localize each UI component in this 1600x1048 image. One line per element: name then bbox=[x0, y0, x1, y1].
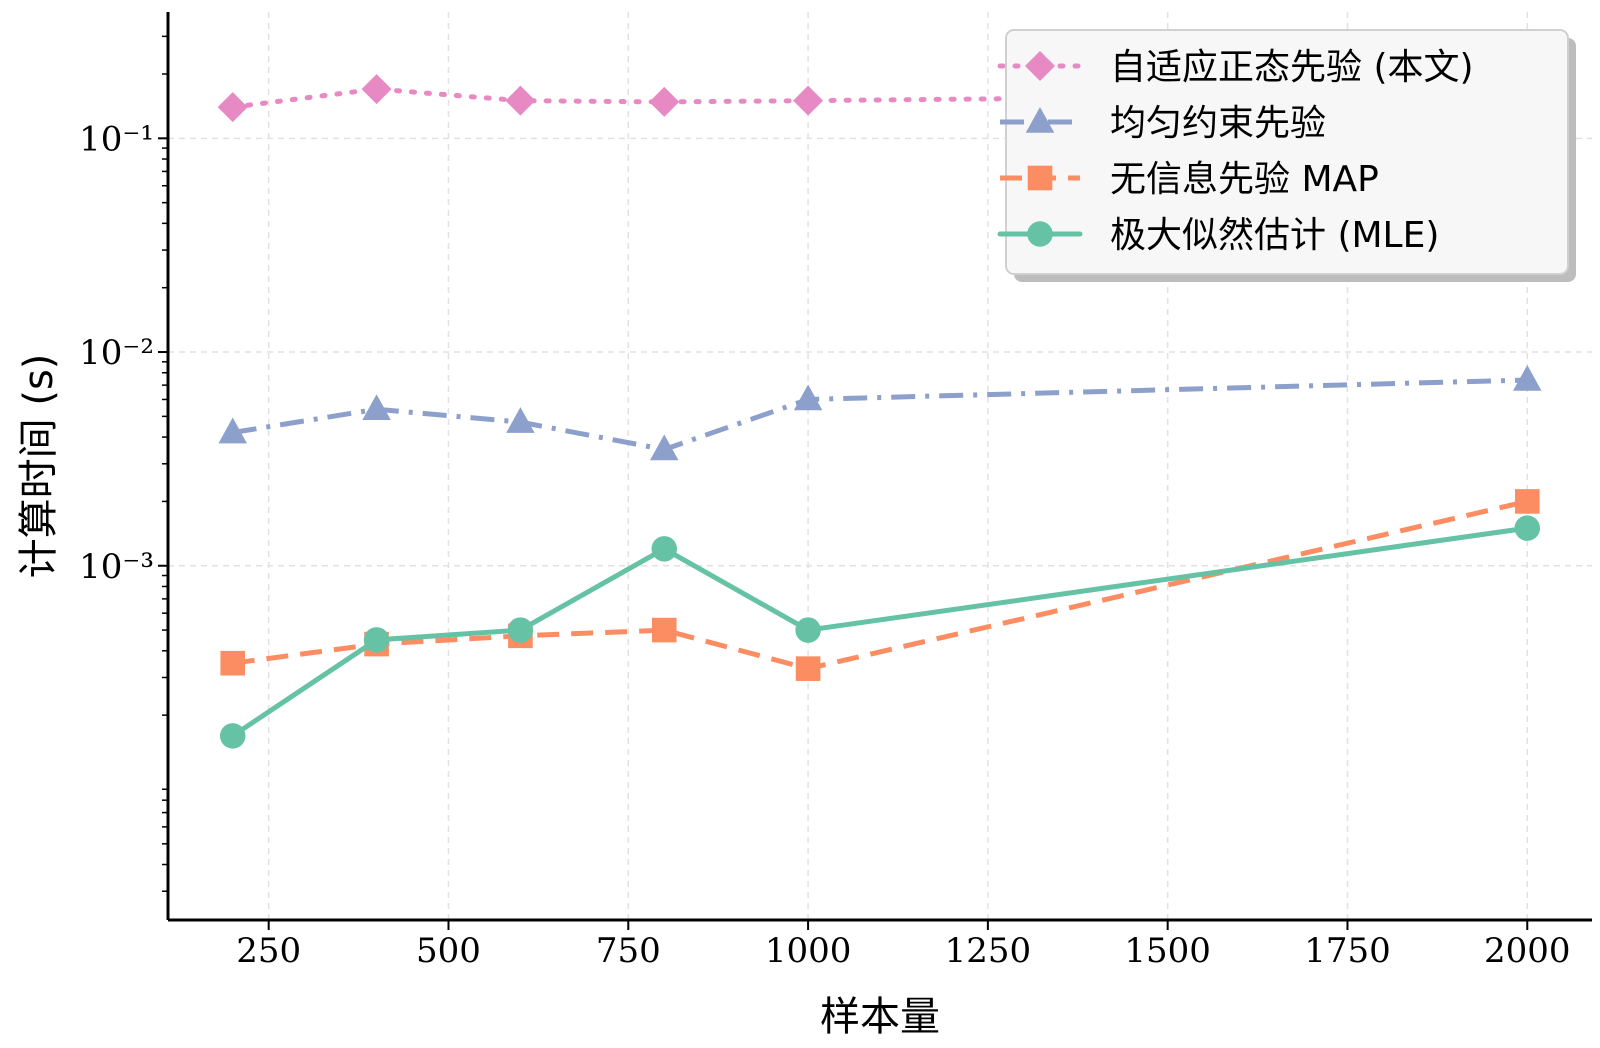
x-tick-label: 750 bbox=[596, 931, 661, 971]
data-point bbox=[362, 394, 391, 421]
data-point bbox=[651, 536, 677, 562]
data-point bbox=[1514, 515, 1541, 541]
legend-label: 极大似然估计 (MLE) bbox=[1110, 215, 1439, 256]
data-point bbox=[220, 650, 246, 676]
x-tick-label: 1000 bbox=[765, 931, 852, 971]
y-tick-label: 10⁻¹ bbox=[79, 119, 154, 159]
data-point bbox=[1513, 364, 1542, 391]
data-point bbox=[793, 85, 824, 116]
legend-label: 均匀约束先验 bbox=[1110, 103, 1326, 144]
data-point bbox=[218, 417, 247, 444]
x-tick-label: 250 bbox=[236, 931, 301, 971]
y-tick-label: 10⁻³ bbox=[79, 547, 154, 587]
data-point bbox=[219, 723, 246, 749]
data-point bbox=[363, 627, 390, 653]
data-point bbox=[649, 434, 679, 461]
legend-marker bbox=[1027, 221, 1053, 247]
y-tick-label: 10⁻² bbox=[79, 333, 154, 373]
data-point bbox=[649, 86, 680, 117]
data-point bbox=[795, 656, 821, 681]
axes bbox=[166, 12, 1592, 922]
legend-label: 自适应正态先验 (本文) bbox=[1110, 47, 1474, 88]
x-axis-label: 样本量 bbox=[820, 994, 940, 1040]
data-point bbox=[361, 74, 392, 105]
legend-marker bbox=[1027, 165, 1053, 191]
data-point bbox=[1514, 489, 1540, 514]
legend-item: 均匀约束先验 bbox=[1000, 103, 1326, 144]
legend-label: 无信息先验 MAP bbox=[1110, 159, 1379, 200]
legend-marker bbox=[1025, 107, 1055, 133]
series-2 bbox=[218, 364, 1542, 461]
series-line bbox=[230, 86, 1530, 110]
data-point bbox=[217, 92, 248, 123]
data-point bbox=[505, 85, 536, 116]
grid bbox=[168, 12, 1592, 920]
legend-box bbox=[1005, 29, 1569, 275]
series-line bbox=[232, 498, 1528, 672]
series-line bbox=[232, 377, 1528, 452]
legend-item: 极大似然估计 (MLE) bbox=[997, 215, 1439, 256]
series-line bbox=[230, 525, 1530, 739]
y-axis-label: 计算时间 (s) bbox=[16, 354, 62, 579]
series-4 bbox=[219, 515, 1541, 749]
x-tick-label: 500 bbox=[416, 931, 481, 971]
legend-item: 自适应正态先验 (本文) bbox=[997, 47, 1474, 88]
x-tick-label: 1750 bbox=[1304, 931, 1391, 971]
data-point bbox=[507, 617, 534, 643]
x-tick-label: 2000 bbox=[1484, 931, 1571, 971]
legend-marker bbox=[1025, 51, 1055, 81]
data-point bbox=[793, 384, 823, 411]
data-point bbox=[506, 407, 535, 433]
x-ticks: 250 500 750 1000 1250 1500 1750 2000 bbox=[236, 920, 1571, 971]
x-tick-label: 1500 bbox=[1124, 931, 1211, 971]
y-ticks: 10⁻¹ 10⁻² 10⁻³ bbox=[79, 35, 168, 892]
data-point bbox=[795, 617, 821, 643]
series-3 bbox=[220, 489, 1540, 681]
x-tick-label: 1250 bbox=[945, 931, 1032, 971]
legend-item: 无信息先验 MAP bbox=[1000, 159, 1379, 200]
data-point bbox=[651, 617, 677, 643]
